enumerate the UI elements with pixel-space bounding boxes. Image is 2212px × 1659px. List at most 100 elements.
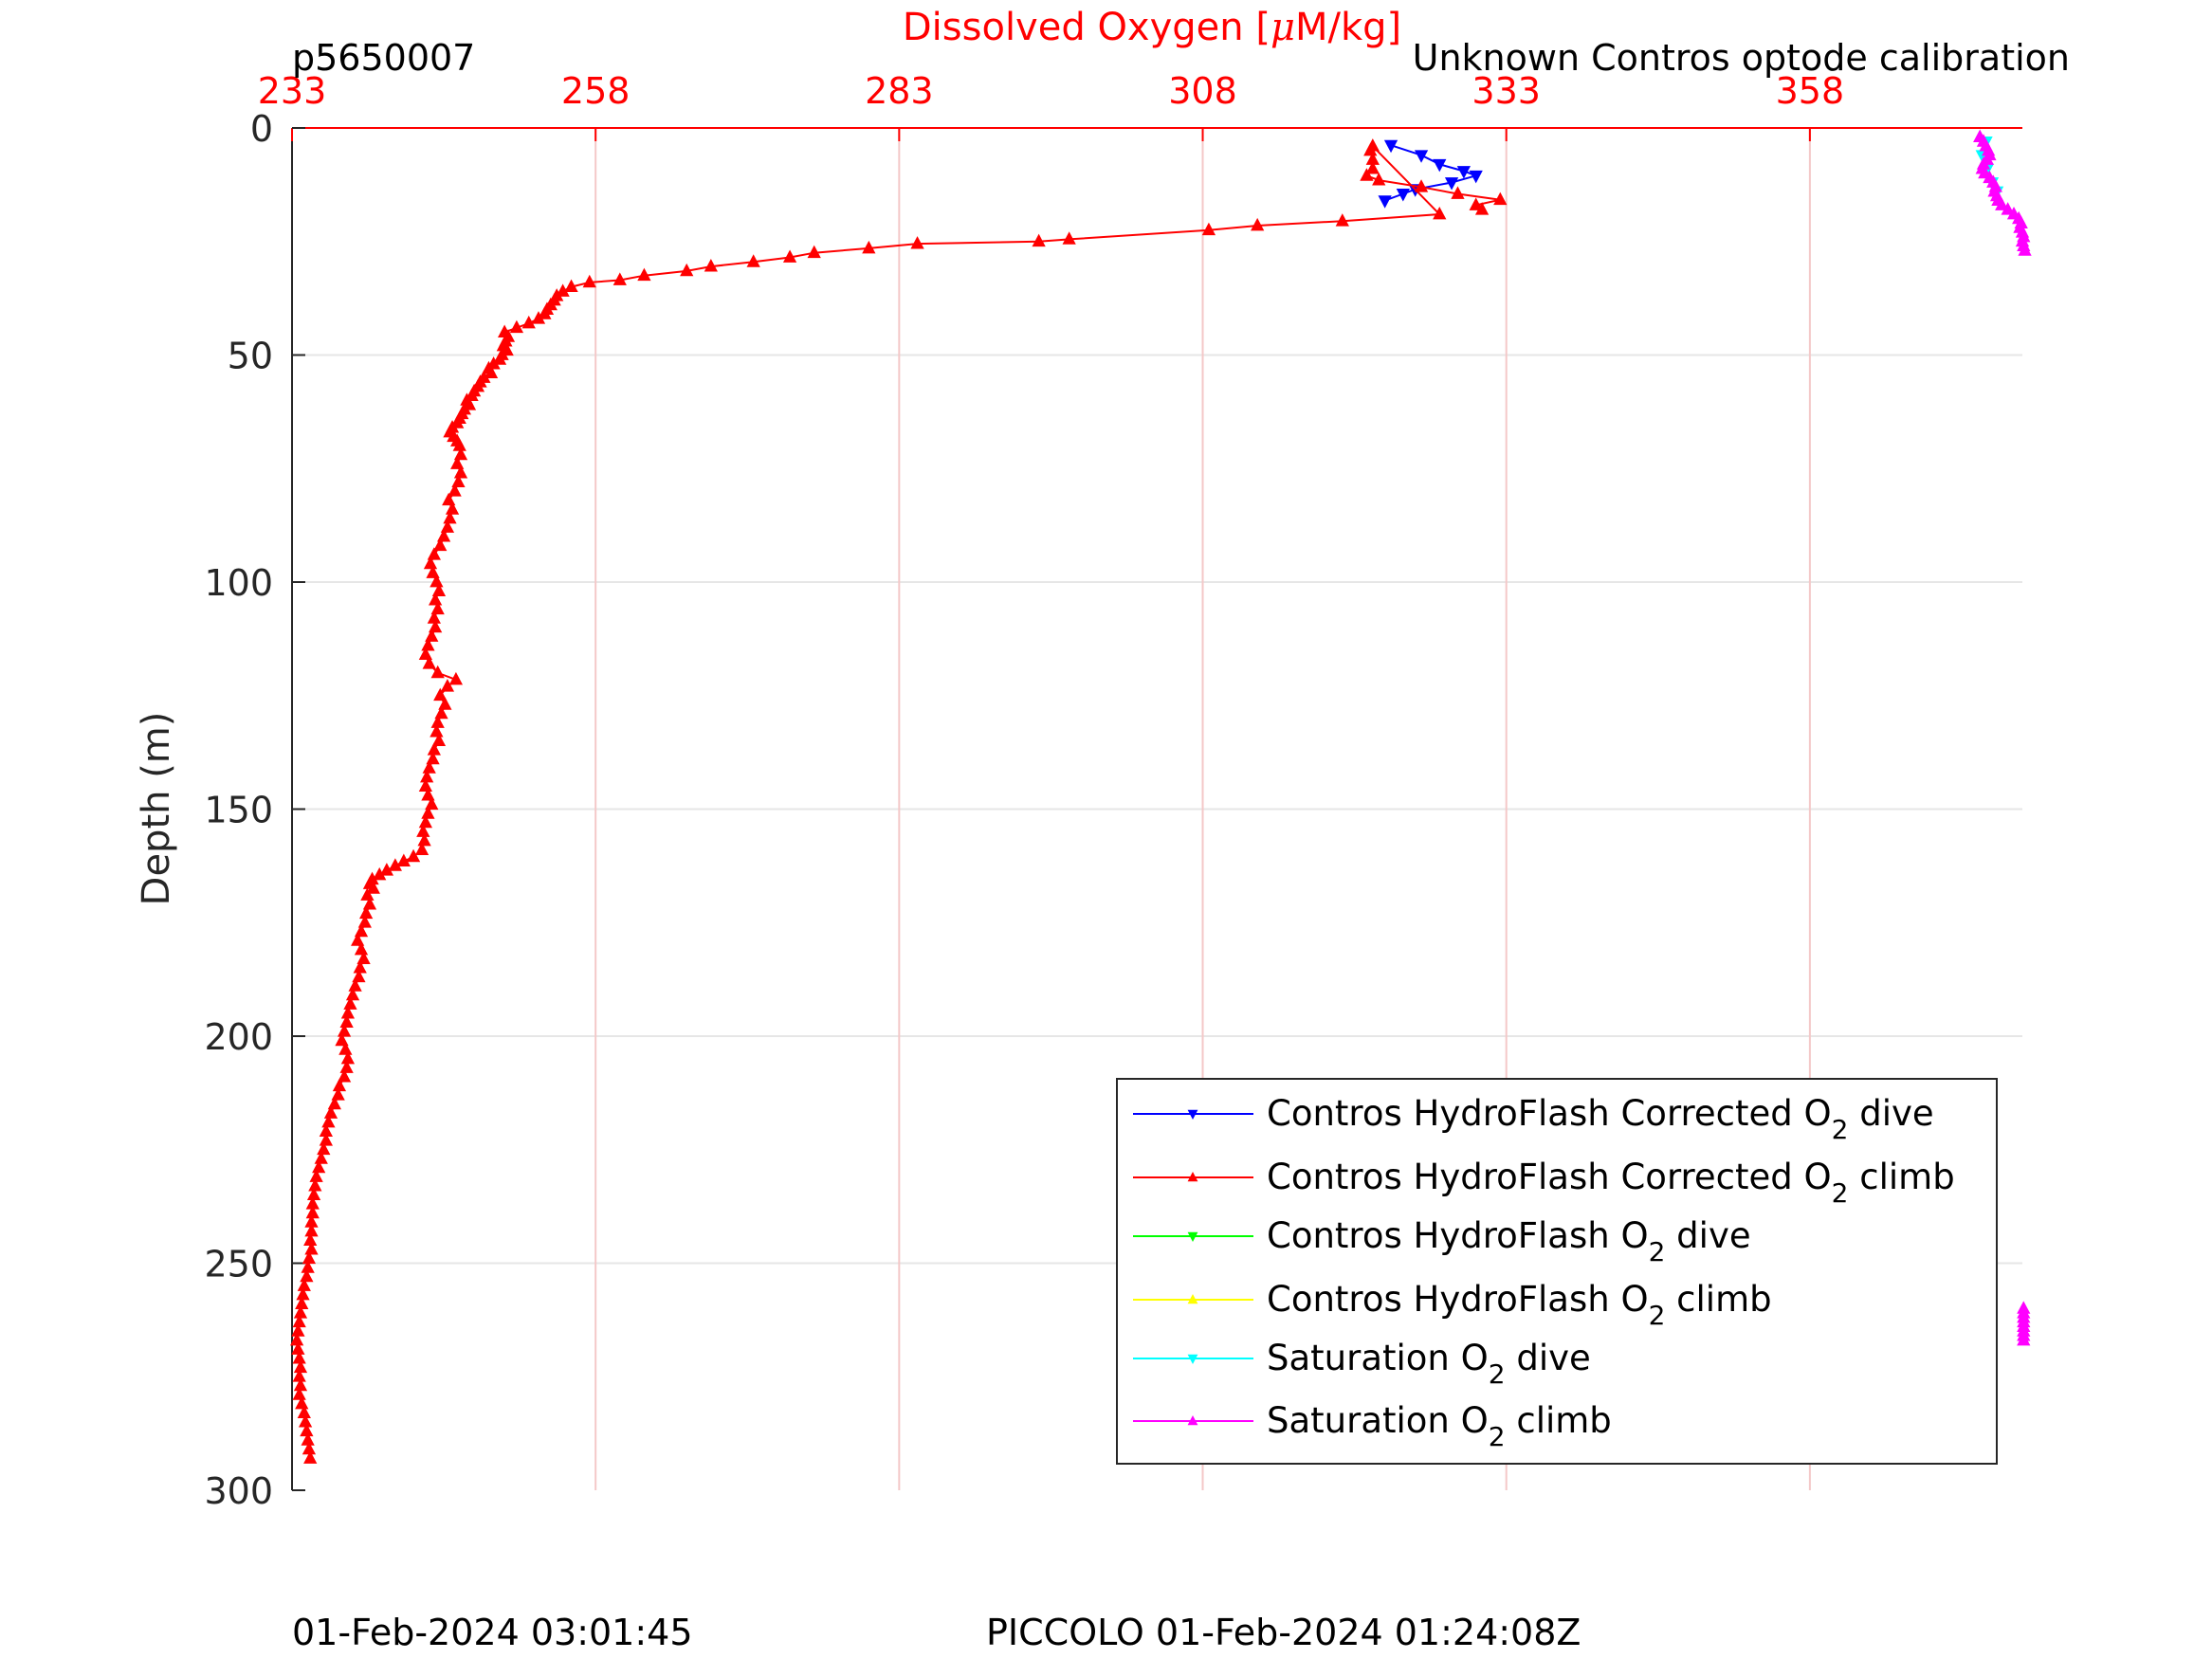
data-point — [430, 601, 445, 615]
data-point — [1995, 197, 2009, 210]
data-point — [431, 583, 447, 596]
data-point — [436, 529, 451, 542]
data-series — [289, 129, 2032, 1464]
data-point — [345, 987, 360, 1001]
data-point — [295, 1395, 309, 1410]
data-point — [421, 788, 435, 801]
data-point — [430, 665, 445, 679]
data-point — [1335, 213, 1349, 227]
data-point — [782, 249, 797, 263]
data-point — [1433, 206, 1447, 220]
data-point — [531, 311, 546, 324]
data-point — [418, 814, 433, 829]
data-point — [564, 279, 578, 293]
data-point — [434, 705, 448, 720]
legend-label: Saturation O2 dive — [1267, 1338, 1591, 1390]
data-point — [317, 1141, 331, 1156]
chart-legend: Contros HydroFlash Corrected O2 dive Cont… — [1116, 1078, 1998, 1465]
legend-label: Saturation O2 climb — [1267, 1400, 1612, 1452]
data-point — [807, 245, 821, 259]
legend-marker — [1187, 1294, 1198, 1304]
data-point — [680, 263, 694, 277]
data-point — [746, 254, 760, 267]
data-point — [1456, 166, 1472, 179]
data-point — [1032, 233, 1046, 247]
data-point — [1378, 195, 1392, 209]
data-point — [337, 1024, 352, 1037]
legend-entry: Contros HydroFlash Corrected O2 dive — [1133, 1093, 1934, 1145]
data-point — [421, 806, 435, 819]
data-point — [388, 858, 402, 871]
data-point — [910, 236, 924, 249]
data-point — [396, 853, 411, 866]
data-point — [1365, 161, 1380, 174]
data-point — [521, 315, 536, 329]
data-point — [1493, 191, 1508, 206]
data-point — [442, 492, 456, 506]
data-point — [637, 267, 651, 282]
data-point — [417, 832, 431, 847]
data-point — [428, 619, 443, 633]
y-tick-label: 150 — [204, 790, 273, 831]
data-point — [1451, 186, 1465, 199]
series-1 — [289, 138, 1508, 1464]
data-point — [338, 1042, 353, 1055]
data-point — [492, 352, 507, 365]
data-point — [1433, 158, 1447, 173]
data-point — [300, 1268, 314, 1283]
data-point — [556, 283, 570, 297]
data-point — [862, 240, 876, 254]
data-point — [331, 1087, 345, 1101]
data-point — [426, 751, 440, 765]
data-point — [357, 915, 372, 928]
data-point — [351, 933, 365, 946]
data-point — [1251, 217, 1265, 231]
data-point — [445, 501, 460, 515]
legend-marker — [1187, 1231, 1198, 1242]
legend-marker — [1187, 1415, 1198, 1426]
data-point — [352, 969, 366, 983]
legend-marker — [1187, 1172, 1198, 1182]
y-tick-label: 50 — [228, 336, 273, 377]
data-point — [440, 520, 455, 533]
legend-marker — [1187, 1354, 1198, 1364]
data-point — [1360, 168, 1374, 181]
data-point — [426, 565, 440, 578]
data-point — [2017, 1332, 2031, 1346]
data-point — [453, 447, 468, 461]
data-point — [414, 842, 430, 856]
data-point — [314, 1151, 328, 1164]
data-point — [337, 1069, 352, 1083]
x-tick-label: 358 — [1776, 70, 1845, 112]
data-point — [582, 274, 596, 288]
data-point — [1396, 189, 1410, 202]
data-point — [356, 951, 371, 964]
data-point — [406, 848, 421, 863]
legend-entry: Contros HydroFlash O2 dive — [1133, 1215, 1751, 1267]
data-point — [339, 1060, 354, 1073]
data-point — [418, 647, 433, 661]
footer-left-timestamp: 01-Feb-2024 03:01:45 — [292, 1612, 693, 1653]
data-point — [1414, 150, 1429, 163]
x-tick-label: 258 — [561, 70, 631, 112]
data-point — [428, 592, 443, 606]
data-point — [304, 1242, 319, 1255]
y-tick-label: 0 — [250, 108, 273, 150]
data-point — [327, 1096, 341, 1110]
data-point — [354, 941, 369, 956]
data-point — [303, 1450, 318, 1464]
y-axis-label: Depth (m) — [135, 712, 178, 906]
legend-label: Contros HydroFlash O2 climb — [1267, 1279, 1772, 1331]
y-tick-label: 300 — [204, 1470, 273, 1512]
data-point — [292, 1387, 306, 1400]
data-point — [430, 574, 444, 588]
series-0 — [1378, 139, 1483, 209]
data-point — [448, 671, 464, 685]
legend-box — [1116, 1078, 1998, 1465]
x-tick-label: 233 — [258, 70, 327, 112]
data-point — [1365, 152, 1380, 165]
legend-label: Contros HydroFlash O2 dive — [1267, 1215, 1751, 1267]
y-axis-ticks: 0 50 100 150 200 250 300 — [204, 108, 305, 1512]
chart-title: Dissolved Oxygen [μM/kg] — [903, 6, 1401, 49]
